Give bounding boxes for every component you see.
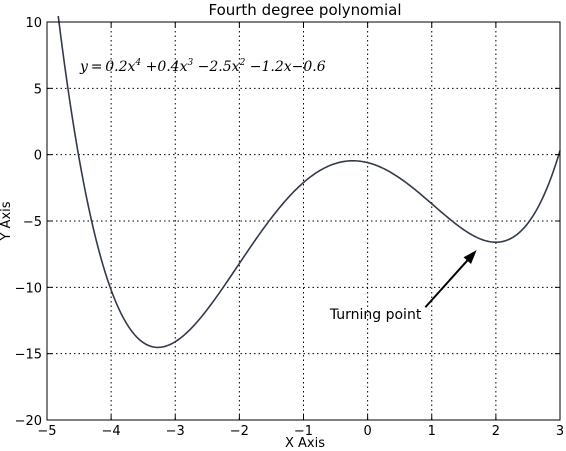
polynomial-curve: [57, 15, 561, 349]
y-tick-label: 0: [34, 149, 42, 164]
y-tick-label: −20: [15, 414, 42, 429]
y-tick-label: −15: [15, 348, 42, 363]
y-tick-label: 10: [25, 16, 42, 31]
y-axis-label: Y Axis: [0, 201, 14, 241]
annotation: Turning point: [329, 250, 477, 323]
equation-mid-1: +0.4x: [141, 59, 187, 75]
equation-exp-1: 4: [134, 58, 141, 68]
x-tick-label: −5: [37, 424, 56, 439]
x-tick-label: −2: [230, 424, 249, 439]
x-tick-label: 1: [428, 424, 436, 439]
x-axis-label: X Axis: [285, 436, 325, 451]
x-tick-label: 3: [556, 424, 564, 439]
equation-exp-3: 2: [239, 58, 246, 68]
annotation-text: Turning point: [329, 307, 422, 323]
grid: [47, 22, 560, 420]
y-tick-label: 5: [34, 82, 42, 97]
equation-prefix: y = 0.2x: [79, 59, 135, 75]
equation-suffix: −1.2x−0.6: [245, 59, 325, 75]
y-tick-label: −10: [15, 281, 42, 296]
y-tick-label: −5: [23, 215, 42, 230]
x-tick-label: 2: [492, 424, 500, 439]
x-tick-label: 0: [363, 424, 371, 439]
equation-label: y = 0.2x4 +0.4x3 −2.5x2 −1.2x−0.6: [79, 58, 326, 75]
x-tick-label: −4: [102, 424, 121, 439]
annotation-arrowhead: [463, 250, 477, 264]
x-tick-label: −3: [166, 424, 185, 439]
equation-exp-2: 3: [187, 58, 193, 68]
plot-area: [57, 15, 561, 349]
annotation-arrow-line: [424, 259, 469, 308]
x-tick-label: −1: [294, 424, 313, 439]
chart-title: Fourth degree polynomial: [208, 1, 401, 19]
equation-mid-2: −2.5x: [193, 59, 239, 75]
